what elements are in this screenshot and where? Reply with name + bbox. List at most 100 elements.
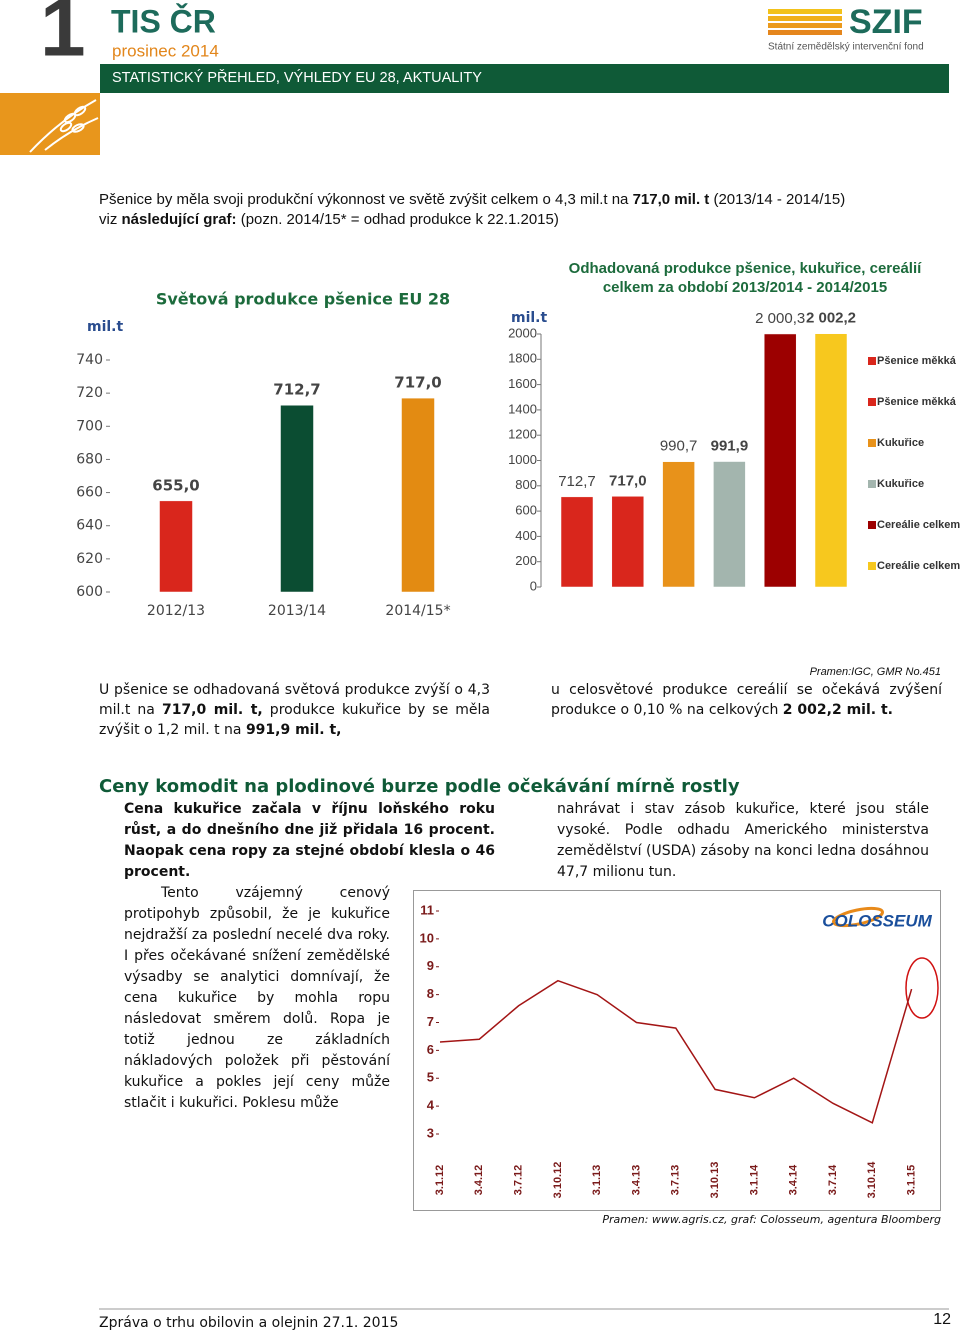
logo-subtitle: Státní zemědělský intervenční fond xyxy=(768,42,924,53)
y-tick-label: 8 xyxy=(427,986,434,1001)
wheat-icon xyxy=(29,99,99,153)
x-tick-label: 3.1.15 xyxy=(906,1165,918,1196)
data-label: 712,7 xyxy=(273,381,320,399)
y-tick-label: 1600 xyxy=(508,376,537,391)
chart-title: Odhadovaná produkce pšenice, kukuřice, c… xyxy=(569,260,922,277)
x-tick-label: 3.10.13 xyxy=(709,1162,721,1199)
logo: SZIF xyxy=(849,3,923,41)
banner xyxy=(100,64,949,93)
data-label: 2 002,2 xyxy=(806,310,856,327)
y-tick-label: 11 xyxy=(420,902,434,917)
y-tick-label: 3 xyxy=(427,1125,434,1140)
data-label: 717,0 xyxy=(609,472,647,489)
x-tick-label: 2013/14 xyxy=(268,603,326,619)
bar xyxy=(763,333,797,588)
price-line xyxy=(439,979,913,1124)
bar xyxy=(611,496,645,588)
issue-number: 1 xyxy=(40,0,86,74)
bar xyxy=(401,397,435,593)
brand: TIS ČR xyxy=(111,3,216,39)
article-lead: Cena kukuřice začala v říjnu loňského ro… xyxy=(124,801,495,880)
image-source: Pramen: www.agris.cz, graf: Colosseum, a… xyxy=(602,1213,941,1226)
y-tick-label: 7 xyxy=(427,1014,434,1029)
data-label: 990,7 xyxy=(660,438,698,455)
legend-label: Pšenice měkká xyxy=(877,396,957,408)
article-body: Tento vzájemný cenový protipohyb způsobi… xyxy=(124,885,390,1111)
y-tick-label: 1800 xyxy=(508,351,537,366)
bar xyxy=(560,496,594,588)
y-tick-label: 400 xyxy=(515,528,537,543)
y-tick-label: 1400 xyxy=(508,401,537,416)
x-tick-label: 3.7.14 xyxy=(827,1164,839,1195)
x-tick-label: 3.1.12 xyxy=(434,1165,446,1196)
page-number: 12 xyxy=(933,1311,951,1328)
legend-swatch xyxy=(868,398,876,406)
y-tick-label: 2000 xyxy=(508,325,537,340)
y-tick-label: 660 xyxy=(76,485,103,501)
bar xyxy=(713,461,746,588)
text: následující graf: xyxy=(121,211,237,228)
y-tick-label: 800 xyxy=(515,477,537,492)
summary-right: u celosvětové produkce cereálií se očeká… xyxy=(551,680,942,720)
x-tick-label: 3.10.12 xyxy=(552,1162,564,1199)
logo-swoosh xyxy=(832,906,884,928)
y-tick-label: 600 xyxy=(76,584,103,600)
intro: Pšenice by měla svoji produkční výkonnos… xyxy=(99,190,929,230)
data-label: 991,9 xyxy=(711,437,749,454)
legend-label: Pšenice měkká xyxy=(877,355,957,367)
y-tick-label: 600 xyxy=(515,503,537,518)
y-tick-label: 680 xyxy=(76,451,103,467)
text: 717,0 mil. t xyxy=(632,191,710,208)
y-tick-label: 10 xyxy=(420,930,434,945)
article-continuation: nahrávat i stav zásob kukuřice, které js… xyxy=(557,801,929,880)
chart-title: celkem za období 2013/2014 - 2014/2015 xyxy=(603,279,887,296)
section-heading: Ceny komodit na plodinové burze podle oč… xyxy=(99,776,740,797)
y-tick-label: 620 xyxy=(76,551,103,567)
text: 2 002,2 mil. t. xyxy=(782,702,893,718)
x-tick-label: 3.7.12 xyxy=(513,1165,525,1196)
image-frame xyxy=(413,890,941,1211)
y-tick-label: 640 xyxy=(76,518,103,534)
y-tick-label: 6 xyxy=(427,1042,434,1057)
x-tick-label: 2012/13 xyxy=(147,603,205,619)
bar xyxy=(662,461,695,588)
bar xyxy=(159,500,193,593)
text: u celosvětové produkce cereálií se očeká… xyxy=(551,682,942,718)
y-tick-label: 4 xyxy=(427,1098,435,1113)
legend-label: Kukuřice xyxy=(877,437,924,449)
x-tick-label: 3.1.13 xyxy=(591,1165,603,1196)
szif-stripes xyxy=(768,9,842,35)
footer-text: Zpráva o trhu obilovin a olejnin 27.1. 2… xyxy=(99,1315,399,1331)
y-tick-label: 1000 xyxy=(508,452,537,467)
x-tick-label: 2014/15* xyxy=(385,603,450,619)
text: 717,0 mil. t, xyxy=(161,702,263,718)
data-label: 712,7 xyxy=(558,473,596,490)
image-logo: COLOSSEUM xyxy=(822,911,932,930)
chart-title: Světová produkce pšenice EU 28 xyxy=(156,290,450,309)
legend-swatch xyxy=(868,562,876,570)
y-axis-label: mil.t xyxy=(87,319,124,335)
highlight-circle xyxy=(905,957,939,1019)
text: U pšenice se odhadovaná světová produkce… xyxy=(99,682,490,718)
text: produkce kukuřice by se měla zvýšit o 1,… xyxy=(99,702,490,738)
text: Pšenice by měla svoji produkční výkonnos… xyxy=(99,191,633,208)
x-tick-label: 3.1.14 xyxy=(748,1164,760,1195)
legend-swatch xyxy=(868,521,876,529)
y-tick-label: 720 xyxy=(76,385,103,401)
bar xyxy=(280,404,314,593)
y-axis-label: mil.t xyxy=(511,310,548,326)
legend-swatch xyxy=(868,357,876,365)
x-tick-label: 3.4.14 xyxy=(788,1164,800,1195)
y-tick-label: 200 xyxy=(515,553,537,568)
data-label: 2 000,3 xyxy=(755,310,805,327)
legend-label: Cereálie celkem xyxy=(877,519,960,531)
text: (2013/14 - 2014/15) xyxy=(709,191,846,208)
y-tick-label: 9 xyxy=(427,958,434,973)
y-tick-label: 5 xyxy=(427,1070,434,1085)
summary-left: U pšenice se odhadovaná světová produkce… xyxy=(99,680,490,740)
banner-text: STATISTICKÝ PŘEHLED, VÝHLEDY EU 28, AKTU… xyxy=(112,69,482,86)
bar xyxy=(814,333,848,588)
chart-source: Pramen:IGC, GMR No.451 xyxy=(809,666,941,678)
